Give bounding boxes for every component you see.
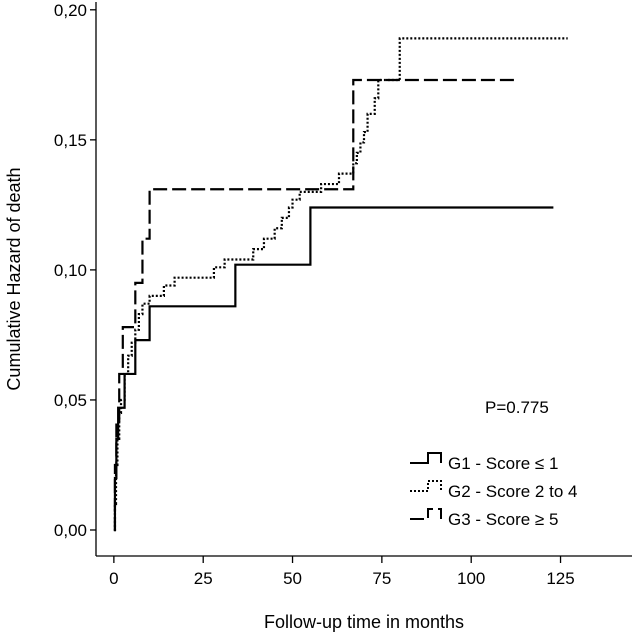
y-tick-label: 0,00	[54, 521, 87, 540]
y-tick-label: 0,05	[54, 391, 87, 410]
x-tick-label: 75	[372, 569, 391, 588]
legend-label-g1: G1 - Score ≤ 1	[448, 454, 558, 473]
x-tick-label: 25	[194, 569, 213, 588]
y-tick-label: 0,15	[54, 131, 87, 150]
y-tick-label: 0,20	[54, 1, 87, 20]
x-tick-label: 50	[283, 569, 302, 588]
y-axis-label: Cumulative Hazard of death	[4, 167, 24, 390]
x-axis-label: Follow-up time in months	[264, 612, 464, 632]
series-line-g1	[113, 206, 554, 532]
y-ticks: 0,00 0,05 0,10 0,15 0,20	[54, 1, 96, 540]
series-line-g2	[113, 37, 568, 532]
x-ticks: 0 25 50 75 100 125	[109, 556, 575, 588]
legend-swatch-g1	[410, 452, 442, 464]
y-tick-label: 0,10	[54, 261, 87, 280]
series-line-g3	[113, 78, 518, 532]
x-tick-label: 0	[109, 569, 118, 588]
legend: G1 - Score ≤ 1 G2 - Score 2 to 4 G3 - Sc…	[410, 452, 577, 529]
legend-swatch-g3	[410, 508, 442, 520]
legend-label-g3: G3 - Score ≥ 5	[448, 510, 558, 529]
p-value-annotation: P=0.775	[485, 398, 549, 417]
x-tick-label: 100	[457, 569, 485, 588]
legend-swatch-g2	[410, 480, 442, 492]
x-tick-label: 125	[546, 569, 574, 588]
legend-label-g2: G2 - Score 2 to 4	[448, 482, 577, 501]
series-layer	[113, 37, 568, 532]
